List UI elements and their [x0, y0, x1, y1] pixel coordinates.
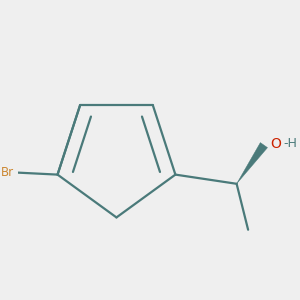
Polygon shape	[237, 142, 268, 184]
Text: -H: -H	[284, 137, 298, 150]
Text: O: O	[270, 137, 280, 151]
Text: Br: Br	[1, 166, 14, 179]
